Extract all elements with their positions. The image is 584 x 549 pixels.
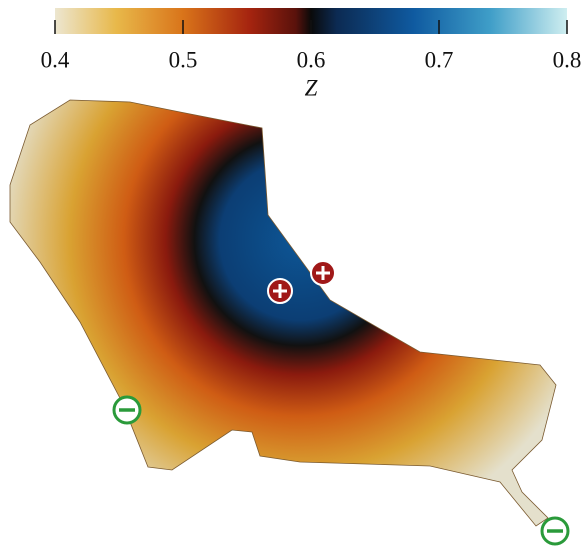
plus-icon [268, 279, 292, 303]
plus-icon [311, 261, 335, 285]
page: {"chart_data": {"type": "colorbar", "xla… [0, 0, 584, 549]
colorbar-label: Z [305, 75, 318, 100]
tick-label: 0.6 [297, 47, 326, 72]
tick-label: 0.5 [169, 47, 198, 72]
tick-label: 0.8 [553, 47, 582, 72]
colorbar [55, 8, 567, 34]
minus-icon [114, 397, 140, 423]
surface [10, 100, 556, 526]
minus-icon [542, 518, 568, 544]
tick-label: 0.7 [425, 47, 454, 72]
tick-label: 0.4 [41, 47, 70, 72]
figure: Z 0.4 0.5 0.6 0.7 0.8 [0, 0, 584, 549]
